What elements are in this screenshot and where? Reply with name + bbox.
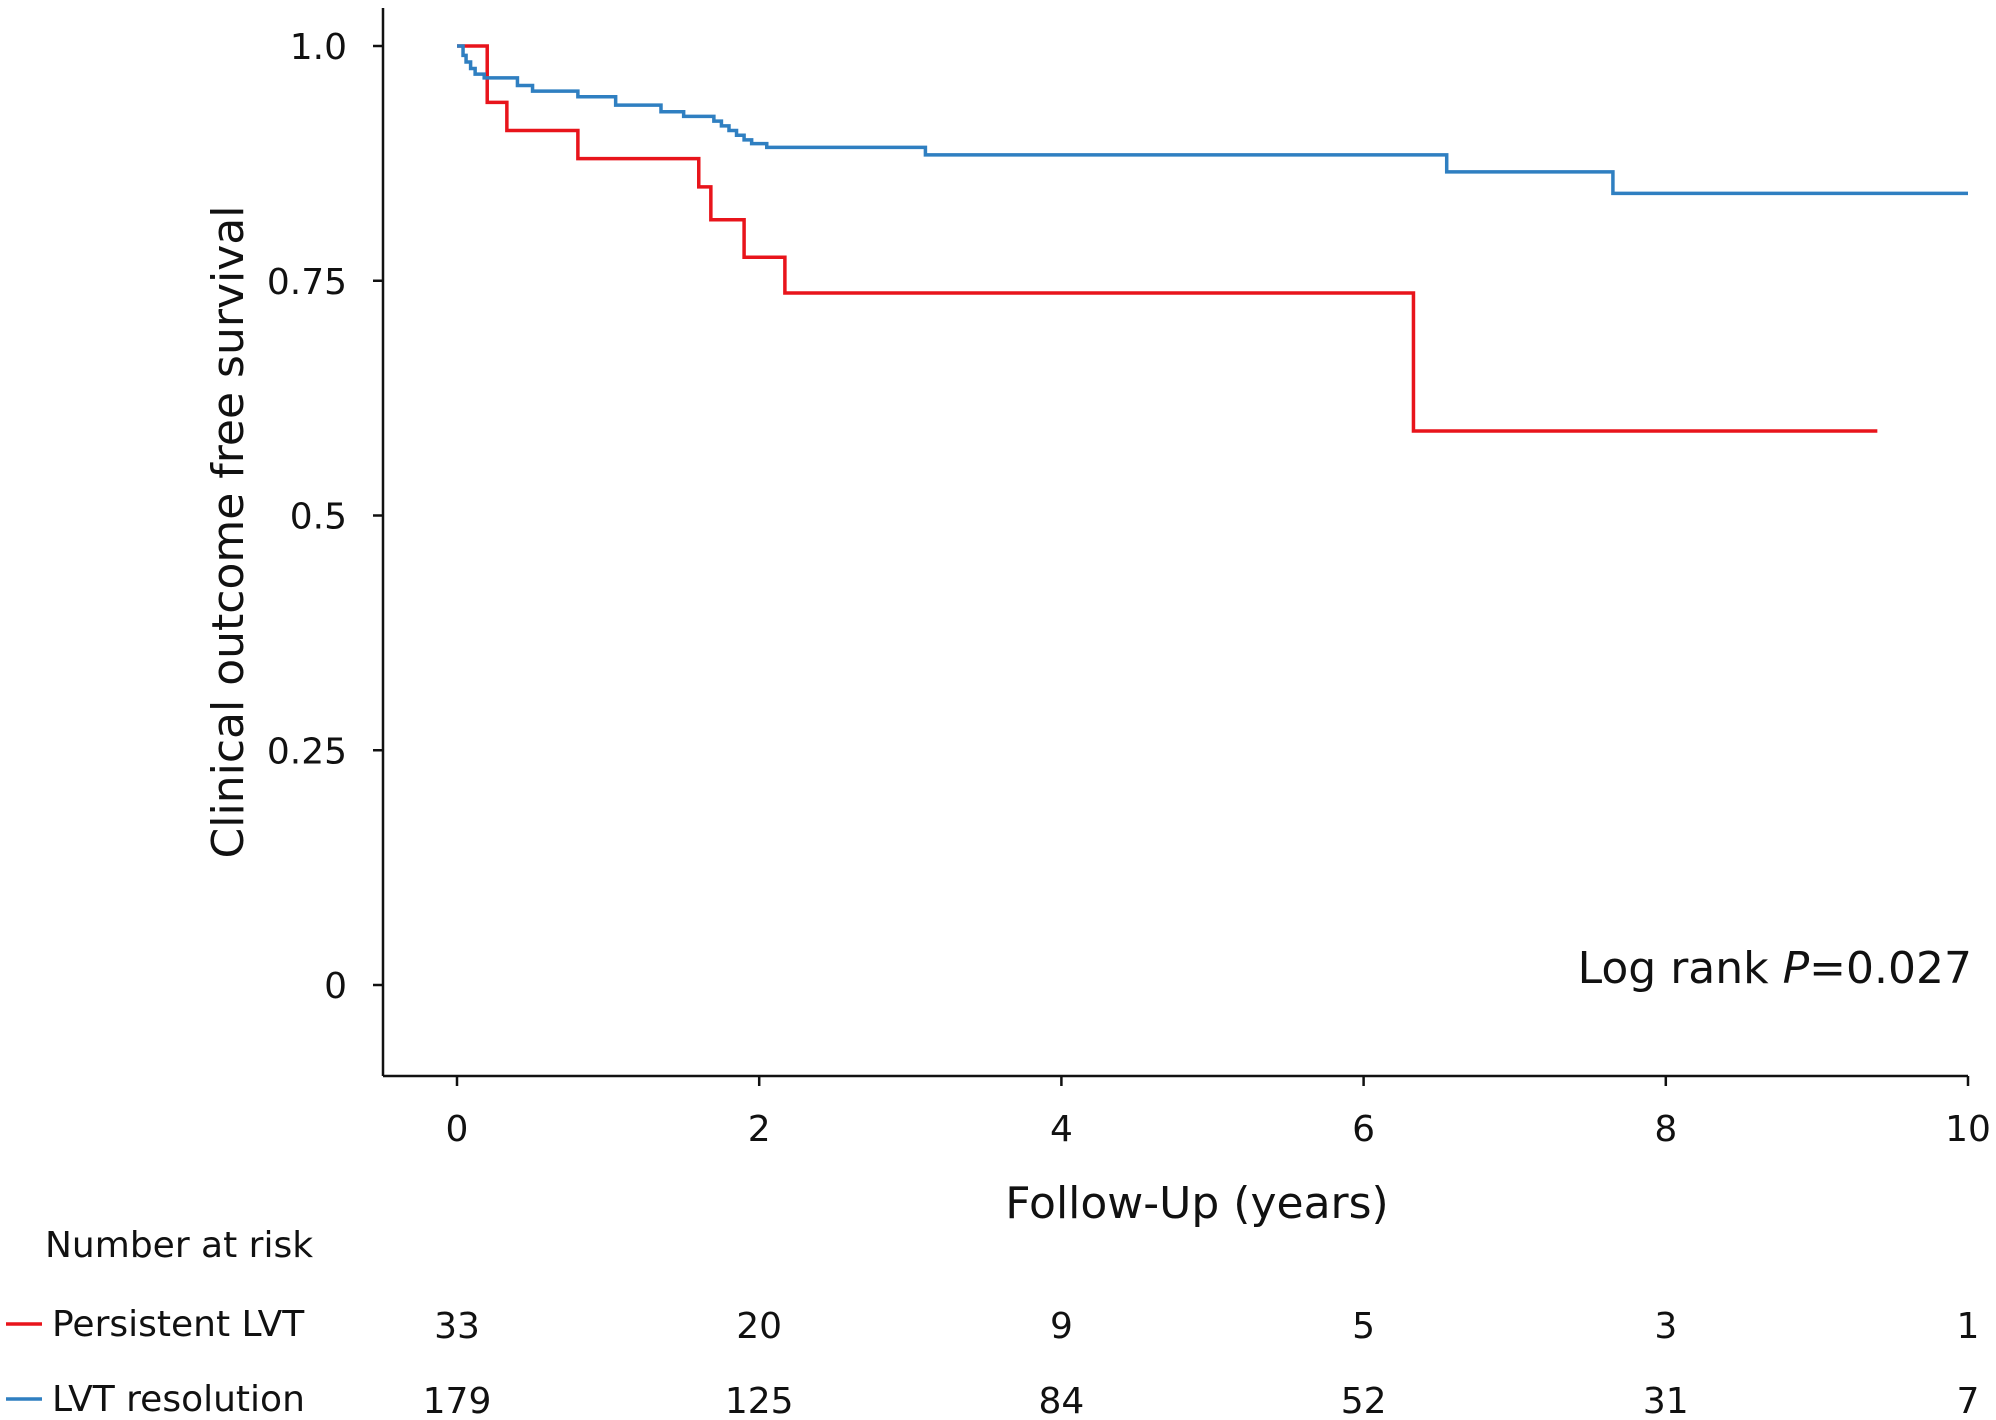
risk-count: 5 [1352,1306,1375,1347]
risk-count: 1 [1957,1306,1980,1347]
risk-count: 33 [434,1306,480,1347]
x-tick-label: 10 [1945,1109,1991,1150]
x-tick-label: 8 [1654,1109,1677,1150]
y-tick-label: 0.5 [290,497,347,538]
log-rank-annotation: Log rank P=0.027 [1578,943,1972,994]
risk-row-label: LVT resolution [52,1379,305,1420]
curve-persistent-lvt [457,44,1878,433]
x-axis-title: Follow-Up (years) [1005,1178,1388,1229]
log-rank-value: =0.027 [1809,943,1972,994]
y-tick-label: 1.0 [290,27,347,68]
log-rank-prefix: Log rank [1578,943,1783,994]
risk-table-title: Number at risk [45,1225,313,1266]
x-tick-label: 0 [446,1109,469,1150]
log-rank-p-italic: P [1783,943,1810,994]
survival-curves [457,44,1968,433]
y-tick-label: 0.75 [267,262,347,303]
number-at-risk-table: Number at risk Persistent LVT 33 20 9 5 3 1LVT… [6,1225,1979,1420]
x-tick-label: 2 [748,1109,771,1150]
y-tick-label: 0 [324,966,347,1007]
x-tick-label: 6 [1352,1109,1375,1150]
x-tick-label: 4 [1050,1109,1073,1150]
y-tick-label: 0.25 [267,731,347,772]
x-ticks: 0 2 4 6 8 10 [446,1076,1991,1150]
y-axis-title: Clinical outcome free survival [203,206,254,859]
risk-count: 9 [1050,1306,1073,1347]
risk-count: 20 [736,1306,782,1347]
risk-count: 31 [1643,1381,1689,1420]
risk-count: 52 [1341,1381,1387,1420]
axes: 0 0.25 0.5 0.75 1.0 0 2 4 6 8 10 [267,8,1991,1150]
curve-lvt-resolution [457,44,1968,196]
risk-count: 179 [423,1381,492,1420]
risk-count: 3 [1654,1306,1677,1347]
risk-count: 84 [1038,1381,1084,1420]
risk-count: 7 [1957,1381,1980,1420]
y-ticks: 0 0.25 0.5 0.75 1.0 [267,27,383,1007]
risk-row-label: Persistent LVT [52,1304,305,1345]
risk-count: 125 [725,1381,794,1420]
